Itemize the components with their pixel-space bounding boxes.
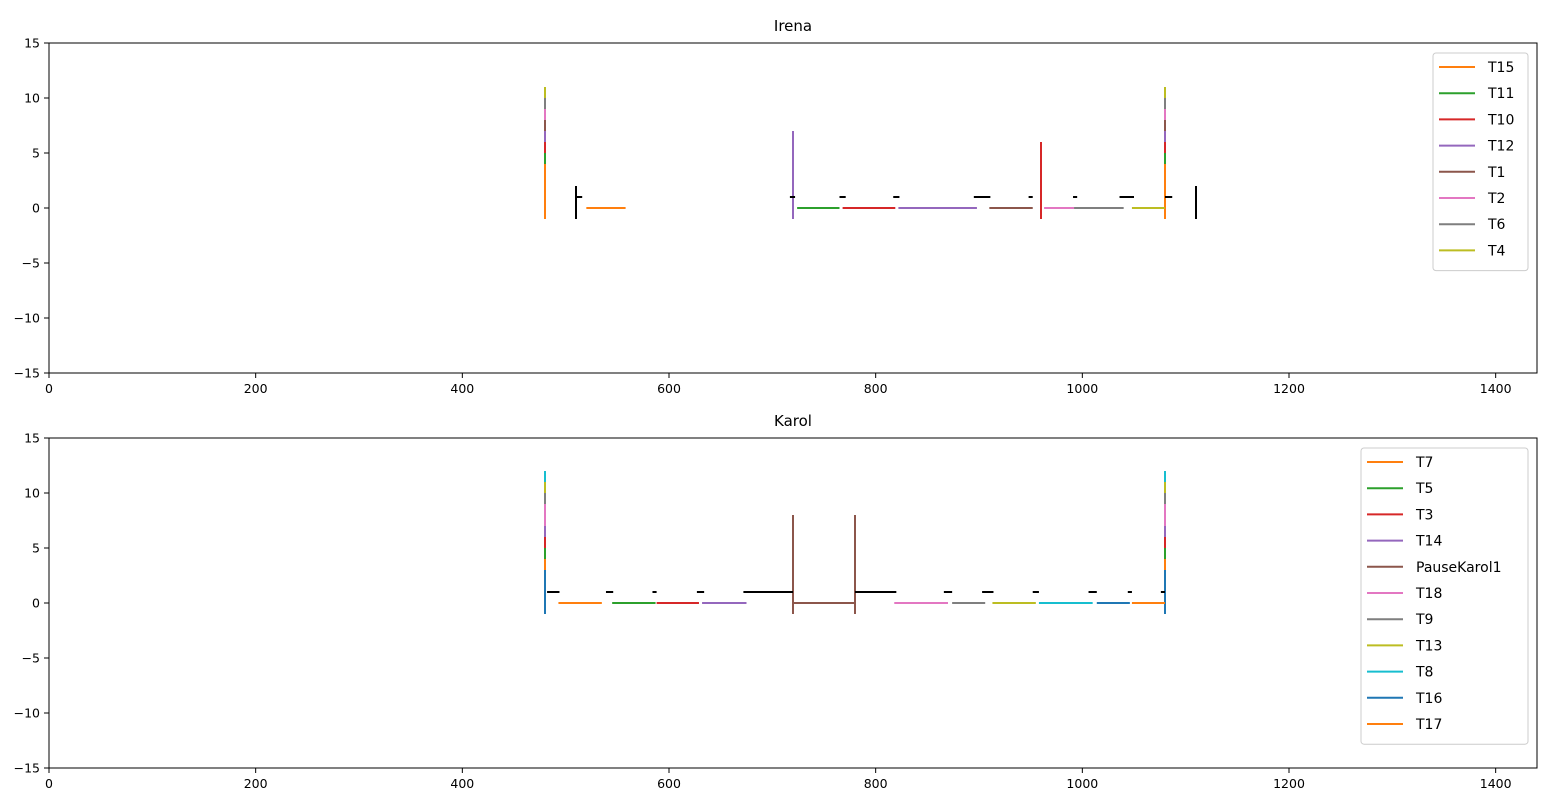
legend-label: T12 [1487, 139, 1514, 155]
legend-label: T2 [1487, 191, 1505, 207]
y-tick-label: 10 [24, 486, 40, 501]
legend-label: T4 [1487, 243, 1506, 259]
legend-label: T7 [1415, 455, 1433, 471]
legend-box [1432, 52, 1529, 272]
x-tick-label: 200 [244, 776, 268, 791]
legend-label: T3 [1415, 507, 1433, 523]
y-axis: −15 −10 −5 0 5 10 15 [14, 36, 49, 381]
x-tick-label: 0 [45, 381, 53, 396]
chart-panel-irena: 0 200 400 600 800 1000 1200 1400 −15 −10 −5 0 5 10 15… [14, 17, 1538, 396]
chart-title: Karol [774, 412, 812, 430]
y-tick-label: 15 [24, 36, 40, 51]
legend-label: T18 [1415, 586, 1442, 602]
legend-label: PauseKarol1 [1416, 560, 1502, 576]
legend-label: T6 [1487, 217, 1506, 233]
legend: T7 T5 T3 T14 PauseKarol1 T18 T9 T13 T8 T16 T17 [1360, 447, 1529, 745]
x-tick-label: 400 [450, 776, 474, 791]
x-axis: 0 200 400 600 800 1000 1200 1400 [45, 373, 1512, 396]
chart-title: Irena [774, 17, 812, 35]
legend-label: T16 [1415, 691, 1442, 707]
x-tick-label: 400 [450, 381, 474, 396]
y-tick-label: −10 [14, 706, 40, 721]
legend-label: T11 [1487, 86, 1514, 102]
legend-label: T1 [1487, 165, 1505, 181]
series-layer [544, 87, 1197, 219]
y-tick-label: 0 [32, 201, 40, 216]
y-tick-label: 10 [24, 91, 40, 106]
legend-box [1360, 447, 1529, 745]
y-tick-label: 15 [24, 431, 40, 446]
y-axis: −15 −10 −5 0 5 10 15 [14, 431, 49, 776]
legend-label: T15 [1487, 60, 1514, 76]
legend-label: T10 [1487, 112, 1514, 128]
chart-panel-karol: 0 200 400 600 800 1000 1200 1400 −15 −10 −5 0 5 10 15… [14, 412, 1538, 791]
legend-label: T5 [1415, 481, 1433, 497]
y-tick-label: −5 [22, 651, 40, 666]
x-tick-label: 800 [864, 381, 888, 396]
x-tick-label: 1000 [1066, 776, 1098, 791]
y-tick-label: 5 [32, 146, 40, 161]
legend-label: T13 [1415, 638, 1442, 654]
legend-label: T8 [1415, 665, 1433, 681]
x-tick-label: 800 [864, 776, 888, 791]
x-tick-label: 1400 [1480, 776, 1512, 791]
x-tick-label: 1200 [1273, 776, 1305, 791]
x-tick-label: 200 [244, 381, 268, 396]
x-tick-label: 0 [45, 776, 53, 791]
legend-label: T14 [1415, 534, 1442, 550]
y-tick-label: −15 [14, 761, 40, 776]
legend: T15 T11 T10 T12 T1 T2 T6 T4 [1432, 52, 1529, 272]
series-layer [544, 471, 1166, 614]
y-tick-label: 5 [32, 541, 40, 556]
y-tick-label: 0 [32, 596, 40, 611]
y-tick-label: −10 [14, 311, 40, 326]
x-tick-label: 1400 [1480, 381, 1512, 396]
y-tick-label: −15 [14, 366, 40, 381]
x-axis: 0 200 400 600 800 1000 1200 1400 [45, 768, 1512, 791]
x-tick-label: 600 [657, 776, 681, 791]
legend-label: T9 [1415, 612, 1433, 628]
x-tick-label: 1000 [1066, 381, 1098, 396]
legend-label: T17 [1415, 717, 1442, 733]
x-tick-label: 600 [657, 381, 681, 396]
y-tick-label: −5 [22, 256, 40, 271]
x-tick-label: 1200 [1273, 381, 1305, 396]
